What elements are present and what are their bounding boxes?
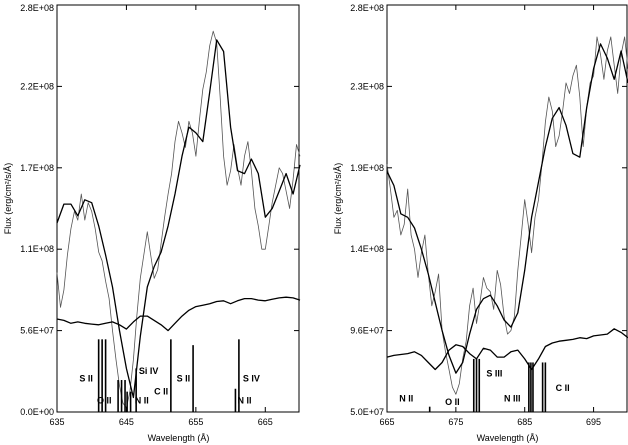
right-y-tick-label: 2.8E+08 bbox=[350, 3, 384, 13]
right-y-tick-label: 1.9E+08 bbox=[350, 163, 384, 173]
left-series-model bbox=[56, 39, 301, 399]
left-line-label: Si IV bbox=[139, 366, 159, 376]
left-line-label: N II bbox=[237, 395, 251, 405]
left-series-continuum bbox=[56, 296, 301, 332]
right-x-tick-label: 685 bbox=[517, 417, 532, 427]
left-y-tick-label: 1.1E+08 bbox=[20, 244, 54, 254]
right-line-label: O II bbox=[445, 397, 460, 407]
left-y-tick-label: 2.8E+08 bbox=[20, 3, 54, 13]
left-x-axis-title: Wavelength (Å) bbox=[148, 433, 210, 443]
right-series-continuum bbox=[386, 328, 628, 371]
right-x-axis-title: Wavelength (Å) bbox=[477, 433, 539, 443]
right-y-axis-title: Flux (erg/cm²/s/Å) bbox=[333, 163, 343, 235]
right-series-observed bbox=[386, 36, 628, 395]
left-line-label: S II bbox=[177, 373, 191, 383]
left-line-label: N II bbox=[135, 395, 149, 405]
left-y-tick-label: 1.7E+08 bbox=[20, 163, 54, 173]
left-line-label: S IV bbox=[243, 373, 260, 383]
right-line-label: N II bbox=[399, 393, 413, 403]
left-y-tick-label: 2.2E+08 bbox=[20, 81, 54, 91]
right-y-tick-label: 1.4E+08 bbox=[350, 244, 384, 254]
left-x-tick-label: 635 bbox=[49, 417, 64, 427]
right-plot-frame bbox=[386, 4, 628, 413]
right-x-tick-label: 675 bbox=[448, 417, 463, 427]
left-plot-frame bbox=[56, 4, 300, 413]
left-y-tick-label: 5.6E+07 bbox=[20, 326, 54, 336]
right-line-label: C II bbox=[556, 383, 570, 393]
left-x-tick-label: 665 bbox=[258, 417, 273, 427]
right-y-tick-label: 2.3E+08 bbox=[350, 81, 384, 91]
left-x-tick-label: 645 bbox=[119, 417, 134, 427]
left-line-label: C II bbox=[154, 387, 168, 397]
left-series-observed bbox=[56, 30, 301, 409]
right-line-label: N III bbox=[504, 393, 521, 403]
right-line-label: S III bbox=[486, 369, 502, 379]
right-y-tick-label: 5.0E+07 bbox=[350, 407, 384, 417]
right-y-tick-label: 9.6E+07 bbox=[350, 326, 384, 336]
right-x-tick-label: 695 bbox=[586, 417, 601, 427]
left-y-axis-title: Flux (erg/cm²/s/Å) bbox=[3, 163, 13, 235]
right-series-model bbox=[386, 43, 628, 374]
left-line-label: S II bbox=[79, 373, 93, 383]
right-x-tick-label: 665 bbox=[379, 417, 394, 427]
left-x-tick-label: 655 bbox=[188, 417, 203, 427]
right-panel: 665 675 685 695 5.0E+07 9.6E+07 1.4E+08 1.9E+08… bbox=[333, 3, 628, 443]
left-panel: 635 645 655 665 0.0E+00 5.6E+07 1.1E+08 1.7E+08… bbox=[3, 3, 301, 443]
left-y-tick-label: 0.0E+00 bbox=[20, 407, 54, 417]
left-line-label: O II bbox=[97, 395, 112, 405]
